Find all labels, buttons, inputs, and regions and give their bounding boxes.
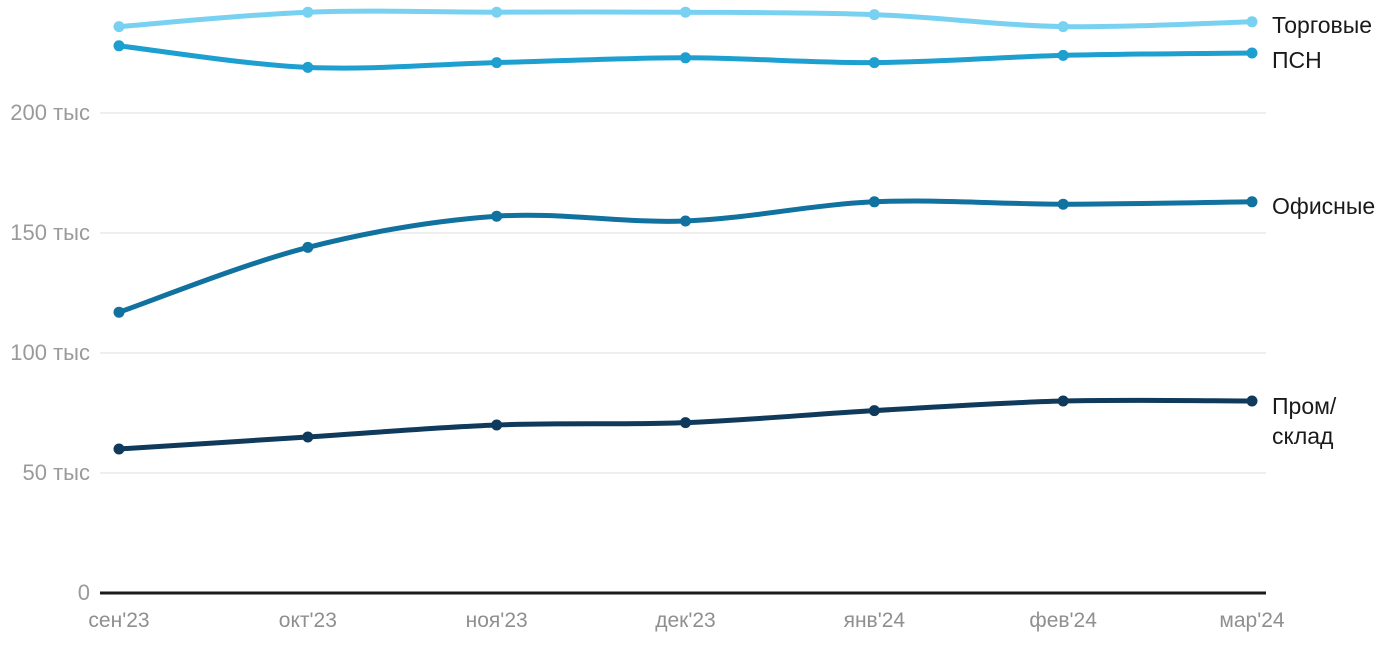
x-axis-tick-label: окт'23 (279, 609, 337, 632)
data-point-psn (1246, 47, 1258, 59)
data-point-industrial (302, 431, 314, 443)
data-point-psn (113, 40, 125, 52)
data-point-industrial (113, 443, 125, 455)
data-point-psn (868, 57, 880, 69)
data-point-industrial (1057, 395, 1069, 407)
y-axis-tick-label: 200 тыс (10, 100, 90, 125)
x-axis-tick-label: ноя'23 (466, 609, 528, 632)
data-point-office (1057, 198, 1069, 210)
data-point-office (302, 241, 314, 253)
data-point-office (868, 196, 880, 208)
data-point-industrial (680, 417, 691, 429)
x-axis-tick-label: фев'24 (1029, 609, 1097, 632)
data-point-industrial (491, 419, 503, 431)
data-point-psn (491, 57, 503, 69)
y-axis-tick-label: 50 тыс (23, 460, 90, 485)
legend-label-industrial: Пром/ склад (1272, 393, 1337, 449)
legend-label-office: Офисные (1272, 193, 1376, 219)
legend-label-psn: ПСН (1272, 47, 1322, 73)
x-axis-tick-label: янв'24 (844, 609, 906, 632)
data-point-office (1246, 196, 1258, 208)
data-point-industrial (868, 405, 880, 417)
x-axis-tick-label: сен'23 (88, 609, 149, 632)
data-point-psn (1057, 49, 1069, 61)
y-axis-tick-label: 150 тыс (10, 220, 90, 245)
data-point-trade (680, 6, 691, 18)
data-point-industrial (1246, 395, 1258, 407)
data-point-trade (1057, 21, 1069, 33)
y-axis-tick-label: 100 тыс (10, 340, 90, 365)
data-point-trade (302, 6, 314, 18)
data-point-office (113, 306, 125, 318)
data-point-office (491, 210, 503, 222)
data-point-office (680, 215, 691, 227)
data-point-trade (491, 6, 503, 18)
data-point-psn (302, 61, 314, 73)
data-point-trade (868, 9, 880, 21)
y-axis-tick-label: 0 (78, 580, 90, 605)
data-point-trade (113, 21, 125, 33)
x-axis-tick-label: мар'24 (1219, 609, 1284, 632)
data-point-trade (1246, 16, 1258, 28)
legend-label-trade: Торговые (1272, 12, 1373, 38)
x-axis-tick-label: дек'23 (655, 609, 716, 632)
data-point-psn (680, 52, 691, 64)
